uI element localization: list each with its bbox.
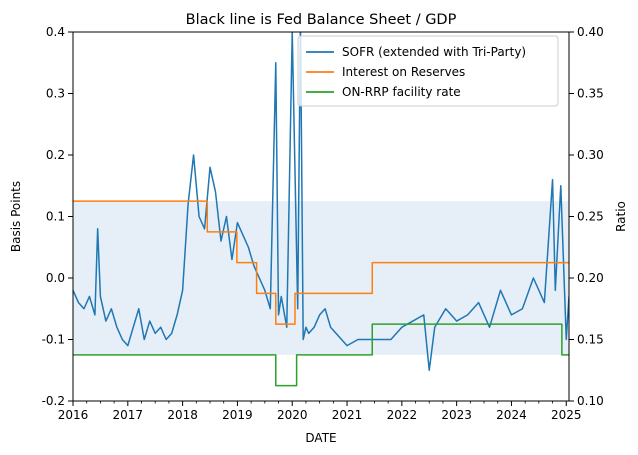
x-tick-label: 2019 [222, 408, 253, 422]
y2-tick-label: 0.40 [577, 25, 604, 39]
x-tick-label: 2023 [441, 408, 472, 422]
x-tick-label: 2022 [387, 408, 418, 422]
legend-label: SOFR (extended with Tri-Party) [342, 45, 526, 59]
legend-label: Interest on Reserves [342, 65, 465, 79]
y-tick-label: 0.2 [46, 148, 65, 162]
y-axis-title: Basis Points [9, 181, 23, 252]
y-tick-label: 0.3 [46, 87, 65, 101]
x-axis-title: DATE [305, 431, 336, 445]
legend: SOFR (extended with Tri-Party) Interest o… [297, 35, 559, 107]
series-line-2 [73, 323, 569, 387]
y-tick-label: -0.1 [42, 333, 65, 347]
y-tick-label: 0.0 [46, 271, 65, 285]
y2-tick-label: 0.15 [577, 333, 604, 347]
y2-tick-label: 0.20 [577, 271, 604, 285]
x-tick-label: 2020 [277, 408, 308, 422]
x-tick-label: 2017 [113, 408, 144, 422]
y2-tick-label: 0.35 [577, 87, 604, 101]
series-line-1 [73, 200, 569, 325]
series-layer [73, 32, 569, 387]
y-tick-label: -0.2 [42, 394, 65, 408]
x-tick-label: 2018 [167, 408, 198, 422]
shaded-band-layer [73, 201, 569, 355]
x-tick-label: 2021 [332, 408, 363, 422]
series-line-0 [73, 32, 569, 371]
legend-box [297, 35, 559, 107]
y2-tick-label: 0.25 [577, 210, 604, 224]
y2-axis-title: Ratio [614, 201, 628, 232]
axes-layer: 2016 2017 2018 2019 2020 2021 2022 2023 2024 2025… [42, 25, 604, 422]
x-tick-label: 2025 [551, 408, 582, 422]
x-tick-label: 2024 [496, 408, 527, 422]
legend-label: ON-RRP facility rate [342, 85, 461, 99]
y-tick-label: 0.1 [46, 210, 65, 224]
y2-tick-label: 0.30 [577, 148, 604, 162]
y2-tick-label: 0.10 [577, 394, 604, 408]
x-tick-label: 2016 [58, 408, 89, 422]
reserve-band [73, 201, 569, 355]
chart-title: Black line is Fed Balance Sheet / GDP [186, 12, 457, 28]
y-tick-label: 0.4 [46, 25, 65, 39]
